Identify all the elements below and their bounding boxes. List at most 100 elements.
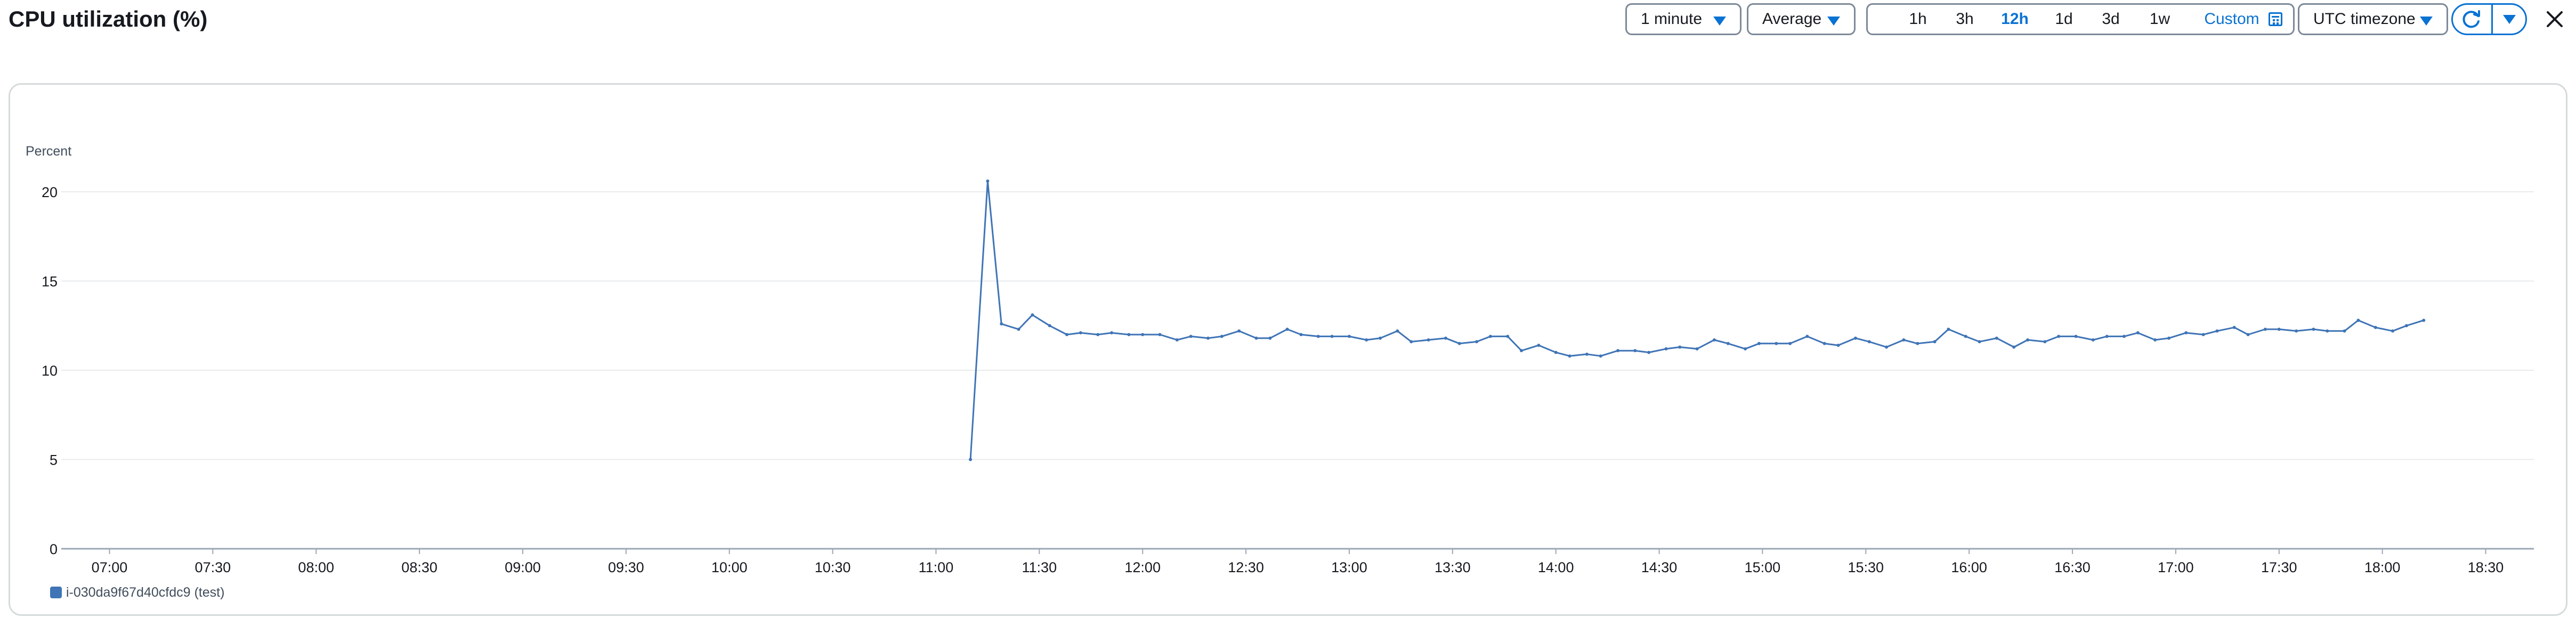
x-tick-label: 09:30 xyxy=(608,559,644,575)
data-point xyxy=(1158,333,1162,336)
custom-range-button[interactable]: Custom xyxy=(2204,10,2259,28)
x-tick-label: 18:30 xyxy=(2468,559,2504,575)
data-point xyxy=(2374,326,2377,329)
data-point xyxy=(1268,336,1272,340)
data-point xyxy=(1365,338,1368,342)
data-point xyxy=(1031,313,1034,317)
x-tick-label: 11:30 xyxy=(1022,559,1057,575)
data-point xyxy=(2012,345,2016,349)
data-point xyxy=(1964,335,1967,338)
data-point xyxy=(1822,342,1826,345)
data-point xyxy=(2263,327,2267,331)
refresh-divider xyxy=(2491,5,2493,34)
close-icon xyxy=(2547,11,2563,27)
x-tick-label: 07:30 xyxy=(195,559,231,575)
data-point xyxy=(1678,345,1682,349)
x-tick-label: 09:00 xyxy=(505,559,541,575)
data-point xyxy=(2105,335,2109,338)
x-tick-label: 15:00 xyxy=(1745,559,1781,575)
data-point xyxy=(2391,329,2395,333)
data-point xyxy=(1757,342,1761,345)
data-point xyxy=(1065,333,1069,336)
data-point xyxy=(2167,336,2170,340)
data-point xyxy=(1127,333,1131,336)
data-point xyxy=(2326,329,2329,333)
caret-down-icon xyxy=(2503,15,2516,24)
y-tick-label: 20 xyxy=(42,184,58,200)
data-point xyxy=(1000,322,1003,326)
series-line xyxy=(969,180,2424,460)
x-tick-label: 17:00 xyxy=(2158,559,2194,575)
data-point xyxy=(1744,347,1747,351)
data-point xyxy=(2136,331,2140,335)
data-point xyxy=(1853,336,1857,340)
y-tick-label: 15 xyxy=(42,274,58,290)
data-point xyxy=(1978,340,1981,344)
data-point xyxy=(1695,347,1699,351)
range-option-1w[interactable]: 1w xyxy=(2149,10,2170,28)
x-tick-label: 10:00 xyxy=(711,559,748,575)
x-tick-label: 12:30 xyxy=(1228,559,1264,575)
data-point xyxy=(969,458,973,461)
x-tick-label: 07:00 xyxy=(92,559,128,575)
data-point xyxy=(1347,335,1351,338)
range-option-12h[interactable]: 12h xyxy=(2001,10,2029,28)
range-option-3d[interactable]: 3d xyxy=(2102,10,2120,28)
x-tick-label: 11:00 xyxy=(919,559,954,575)
data-point xyxy=(1805,335,1809,338)
refresh-interval-dropdown[interactable] xyxy=(2493,5,2525,34)
data-point xyxy=(1096,333,1100,336)
timezone-select-value: UTC timezone xyxy=(2313,10,2416,28)
data-point xyxy=(2057,335,2061,338)
data-point xyxy=(1237,329,1241,333)
x-tick-label: 17:30 xyxy=(2261,559,2297,575)
y-tick-label: 5 xyxy=(50,452,58,468)
x-tick-label: 15:30 xyxy=(1848,559,1884,575)
data-point xyxy=(2356,319,2360,322)
data-point xyxy=(1316,335,1320,338)
data-point xyxy=(1712,338,1716,342)
data-point xyxy=(1836,344,1840,347)
data-point xyxy=(1330,335,1334,338)
data-point xyxy=(1537,344,1541,347)
data-point xyxy=(2043,340,2047,344)
time-range-selector: 1h 3h 12h 1d 3d 1w Custom xyxy=(1866,3,2295,35)
data-point xyxy=(1206,336,1210,340)
data-point xyxy=(1048,324,1051,328)
data-point xyxy=(2201,333,2205,336)
statistic-select[interactable]: Average xyxy=(1747,3,1856,35)
data-point xyxy=(1554,351,1558,354)
x-tick-label: 13:00 xyxy=(1331,559,1367,575)
data-point xyxy=(1189,335,1193,338)
chart-legend: i-030da9f67d40cfdc9 (test) xyxy=(50,584,224,600)
timezone-select[interactable]: UTC timezone xyxy=(2298,3,2448,35)
data-point xyxy=(2122,335,2126,338)
x-tick-label: 12:00 xyxy=(1124,559,1161,575)
close-button[interactable] xyxy=(2541,2,2569,36)
x-tick-label: 16:00 xyxy=(1951,559,1987,575)
data-point xyxy=(1885,345,1889,349)
x-tick-label: 14:00 xyxy=(1538,559,1574,575)
data-point xyxy=(1017,327,1020,331)
range-option-1h[interactable]: 1h xyxy=(1909,10,1927,28)
x-tick-label: 18:00 xyxy=(2364,559,2401,575)
range-option-3h[interactable]: 3h xyxy=(1956,10,1974,28)
range-option-1d[interactable]: 1d xyxy=(2055,10,2073,28)
data-point xyxy=(1254,336,1258,340)
data-point xyxy=(2026,338,2030,342)
data-point xyxy=(1633,349,1637,353)
refresh-button[interactable] xyxy=(2453,5,2491,34)
data-point xyxy=(1506,335,1510,338)
calendar-icon xyxy=(2269,12,2282,26)
data-point xyxy=(1409,340,1413,344)
refresh-button-group xyxy=(2451,3,2527,35)
x-tick-label: 14:30 xyxy=(1641,559,1678,575)
data-point xyxy=(1299,333,1303,336)
data-point xyxy=(1664,347,1668,351)
data-point xyxy=(1141,333,1145,336)
page-title: CPU utilization (%) xyxy=(9,6,208,31)
x-tick-label: 08:00 xyxy=(298,559,334,575)
period-select[interactable]: 1 minute xyxy=(1625,3,1741,35)
data-point xyxy=(1916,342,1919,345)
